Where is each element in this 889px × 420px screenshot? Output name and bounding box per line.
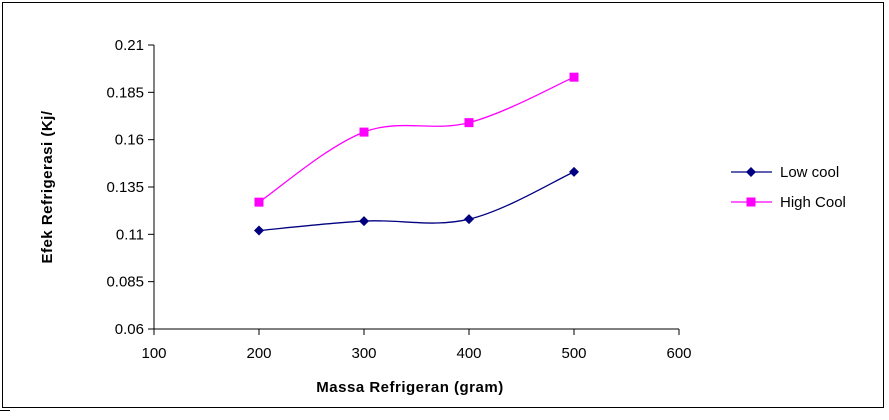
series-low-cool bbox=[254, 166, 579, 236]
y-tick-label: 0.085 bbox=[106, 274, 144, 291]
chart-frame bbox=[2, 2, 884, 408]
y-tick-label: 0.185 bbox=[106, 84, 144, 101]
data-point bbox=[464, 118, 474, 128]
y-tick-label: 0.135 bbox=[106, 179, 144, 196]
x-tick-label: 100 bbox=[141, 345, 166, 362]
series-line bbox=[258, 171, 575, 232]
x-tick-label: 600 bbox=[666, 345, 691, 362]
data-point bbox=[464, 214, 474, 225]
series-line bbox=[258, 76, 575, 203]
y-tick-label: 0.16 bbox=[115, 132, 144, 149]
data-point bbox=[254, 197, 264, 207]
data-point bbox=[569, 72, 579, 82]
legend-label: High Cool bbox=[780, 194, 846, 211]
legend: Low cool High Cool bbox=[731, 164, 846, 211]
y-tick-label: 0.11 bbox=[116, 226, 144, 243]
x-axis-title: Massa Refrigeran (gram) bbox=[316, 379, 503, 396]
x-tick-label: 500 bbox=[561, 345, 586, 362]
y-tick-label: 0.21 bbox=[115, 37, 144, 54]
legend-label: Low cool bbox=[780, 164, 839, 181]
y-ticks: 0.06 0.085 0.11 0.135 0.16 0.185 0.21 bbox=[106, 37, 154, 338]
data-point bbox=[569, 166, 579, 177]
series-high-cool bbox=[254, 72, 579, 207]
legend-marker bbox=[746, 197, 756, 207]
y-axis-title: Efek Refrigerasi (Kj/ bbox=[39, 110, 56, 263]
y-tick-label: 0.06 bbox=[115, 321, 144, 338]
frame-corner-line bbox=[0, 410, 10, 420]
legend-item: Low cool bbox=[731, 164, 839, 181]
x-ticks: 100 200 300 400 500 600 bbox=[141, 329, 692, 362]
legend-item: High Cool bbox=[731, 194, 846, 211]
x-tick-label: 200 bbox=[246, 345, 271, 362]
data-point bbox=[359, 216, 369, 227]
x-tick-label: 400 bbox=[456, 345, 481, 362]
legend-marker bbox=[746, 167, 756, 177]
series-layer bbox=[254, 72, 579, 236]
data-point bbox=[359, 127, 369, 137]
data-point bbox=[254, 225, 264, 236]
x-tick-label: 300 bbox=[351, 345, 376, 362]
axes bbox=[153, 45, 679, 330]
